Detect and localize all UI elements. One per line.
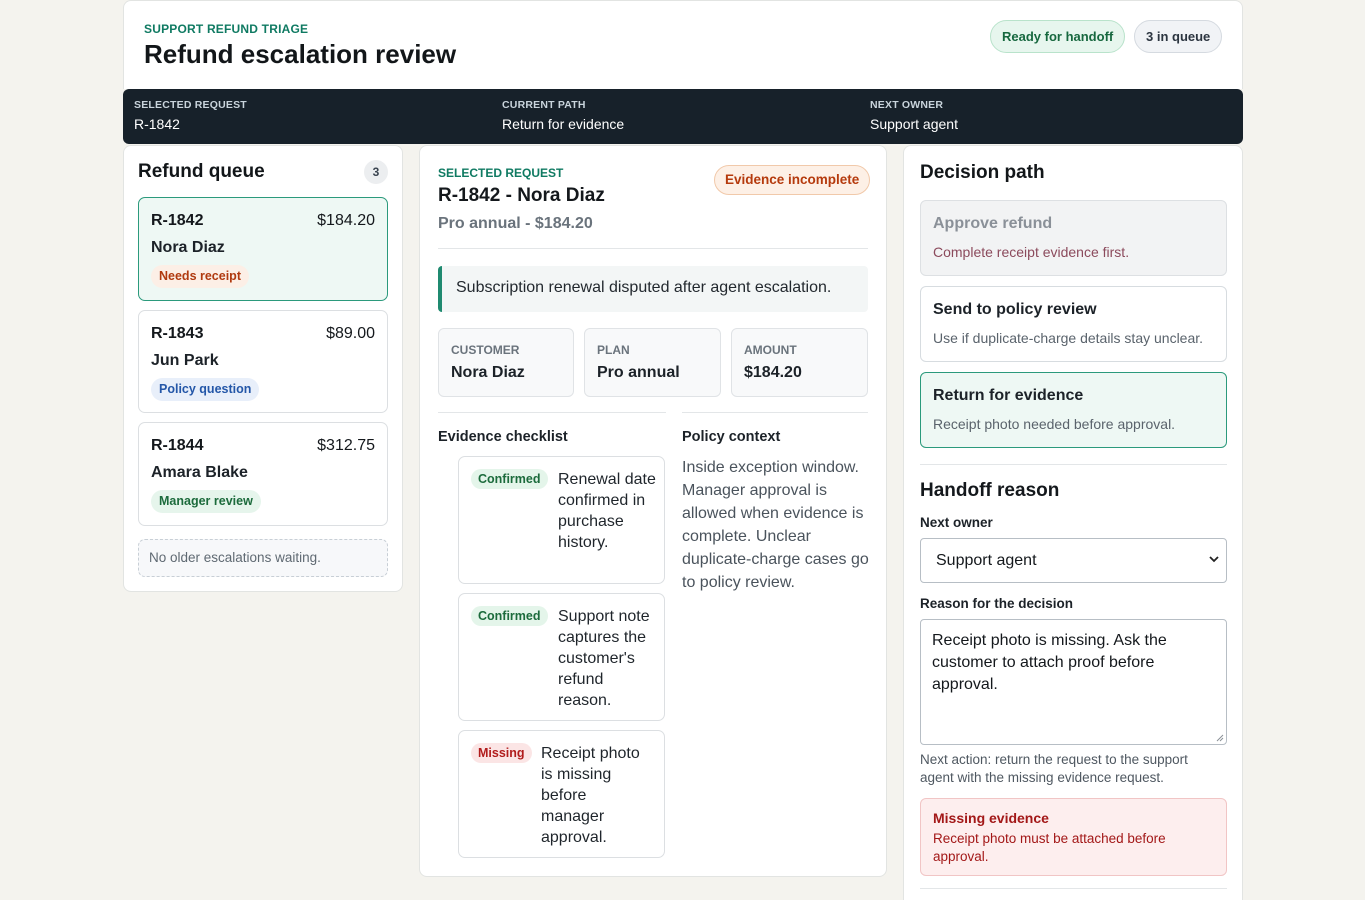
next-owner-label: Next owner: [920, 515, 993, 530]
next-action-hint: Next action: return the request to the s…: [920, 752, 1188, 785]
chevron-down-icon: [1209, 556, 1219, 563]
handoff-divider: [920, 464, 1227, 465]
queue-item-id: R-1843: [151, 325, 204, 342]
option-title: Send to policy review: [933, 301, 1097, 318]
checklist-text: Support note captures the customer's ref…: [558, 608, 650, 709]
header-eyebrow: SUPPORT REFUND TRIAGE: [144, 22, 309, 36]
stat-label: CUSTOMER: [451, 343, 520, 357]
status-badge: Ready for handoff: [990, 20, 1126, 53]
bottom-divider: [920, 888, 1227, 889]
summary-path-label: CURRENT PATH: [502, 99, 586, 111]
stat-value: Pro annual: [597, 364, 680, 381]
queue-count: 3: [364, 160, 388, 184]
summary-path: CURRENT PATH Return for evidence: [502, 99, 624, 132]
queue-item-amount: $184.20: [317, 212, 375, 229]
policy-title: Policy context: [682, 429, 781, 445]
queue-item-id: R-1842: [151, 212, 204, 229]
queue-count-badge: 3 in queue: [1134, 20, 1223, 53]
summary-bar: SELECTED REQUEST R-1842 CURRENT PATH Ret…: [123, 89, 1243, 144]
checklist-item: Confirmed Support note captures the cust…: [458, 593, 665, 721]
alert-text: Receipt photo must be attached before ap…: [933, 831, 1166, 864]
policy-context-text: Inside exception window. Manager approva…: [682, 459, 869, 591]
summary-selected: SELECTED REQUEST R-1842: [134, 99, 247, 132]
handoff-title: Handoff reason: [920, 480, 1060, 501]
queue-item-id: R-1844: [151, 437, 204, 454]
page-header: SUPPORT REFUND TRIAGE Refund escalation …: [123, 0, 1243, 89]
stat-label: PLAN: [597, 343, 630, 357]
evidence-status-badge: Evidence incomplete: [714, 165, 871, 195]
reason-textarea[interactable]: Receipt photo is missing. Ask the custom…: [920, 619, 1227, 745]
checklist-divider: [438, 412, 666, 413]
queue-title: Refund queue: [138, 161, 265, 182]
decision-panel: Decision path Approve refund Complete re…: [903, 145, 1243, 900]
option-return-evidence[interactable]: Return for evidence Receipt photo needed…: [920, 372, 1227, 448]
checklist-item: Missing Receipt photo is missing before …: [458, 730, 665, 858]
summary-selected-value: R-1842: [134, 116, 180, 132]
request-detail-panel: SELECTED REQUEST R-1842 - Nora Diaz Pro …: [419, 145, 887, 877]
queue-item-amount: $89.00: [326, 325, 375, 342]
queue-empty-note: No older escalations waiting.: [138, 539, 388, 577]
checklist-status-badge: Missing: [471, 743, 532, 763]
summary-selected-label: SELECTED REQUEST: [134, 99, 247, 111]
policy-divider: [682, 412, 868, 413]
stat-value: Nora Diaz: [451, 364, 525, 381]
reason-label: Reason for the decision: [920, 596, 1074, 611]
option-title: Return for evidence: [933, 387, 1084, 404]
checklist-status-badge: Confirmed: [471, 469, 548, 489]
queue-item-tag: Manager review: [151, 490, 261, 513]
checklist-item: Confirmed Renewal date confirmed in purc…: [458, 456, 665, 584]
detail-title: R-1842 - Nora Diaz: [438, 185, 605, 206]
checklist-text: Receipt photo is missing before manager …: [541, 745, 640, 846]
stat-label: AMOUNT: [744, 343, 797, 357]
decision-title: Decision path: [920, 162, 1045, 183]
reason-value: Receipt photo is missing. Ask the custom…: [932, 632, 1167, 693]
refund-queue-panel: Refund queue 3 R-1842 $184.20 Nora Diaz …: [123, 145, 403, 592]
checklist-text: Renewal date confirmed in purchase histo…: [558, 471, 656, 551]
next-owner-select[interactable]: Support agent: [920, 538, 1227, 583]
queue-item-amount: $312.75: [317, 437, 375, 454]
checklist-status-badge: Confirmed: [471, 606, 548, 626]
queue-item-tag: Policy question: [151, 378, 260, 401]
resize-grip-icon[interactable]: [1216, 734, 1224, 742]
option-policy-review[interactable]: Send to policy review Use if duplicate-c…: [920, 286, 1227, 362]
queue-item-name: Amara Blake: [151, 464, 248, 481]
option-desc: Use if duplicate-charge details stay unc…: [933, 330, 1204, 346]
stat-customer: CUSTOMER Nora Diaz: [438, 328, 574, 397]
option-desc: Receipt photo needed before approval.: [933, 416, 1176, 432]
queue-item-r1843[interactable]: R-1843 $89.00 Jun Park Policy question: [138, 310, 388, 413]
stat-amount: AMOUNT $184.20: [731, 328, 868, 397]
stat-value: $184.20: [744, 364, 802, 381]
next-owner-value: Support agent: [936, 552, 1037, 569]
option-title: Approve refund: [933, 215, 1053, 232]
queue-item-r1844[interactable]: R-1844 $312.75 Amara Blake Manager revie…: [138, 422, 388, 526]
summary-path-value: Return for evidence: [502, 116, 625, 132]
alert-title: Missing evidence: [933, 810, 1049, 826]
stat-plan: PLAN Pro annual: [584, 328, 721, 397]
queue-item-r1842[interactable]: R-1842 $184.20 Nora Diaz Needs receipt: [138, 197, 388, 301]
checklist-title: Evidence checklist: [438, 429, 568, 445]
detail-eyebrow: SELECTED REQUEST: [438, 166, 564, 180]
page-title: Refund escalation review: [144, 39, 457, 69]
request-summary: Subscription renewal disputed after agen…: [438, 266, 868, 312]
option-approve-refund[interactable]: Approve refund Complete receipt evidence…: [920, 200, 1227, 276]
detail-subtitle: Pro annual - $184.20: [438, 215, 593, 232]
queue-item-name: Nora Diaz: [151, 239, 225, 256]
queue-item-name: Jun Park: [151, 352, 219, 369]
summary-owner: NEXT OWNER Support agent: [870, 99, 958, 132]
summary-owner-value: Support agent: [870, 116, 958, 132]
missing-evidence-alert: Missing evidence Receipt photo must be a…: [920, 798, 1227, 876]
summary-owner-label: NEXT OWNER: [870, 99, 944, 111]
queue-item-tag: Needs receipt: [151, 265, 249, 288]
detail-divider: [438, 248, 868, 249]
option-desc: Complete receipt evidence first.: [933, 244, 1130, 260]
